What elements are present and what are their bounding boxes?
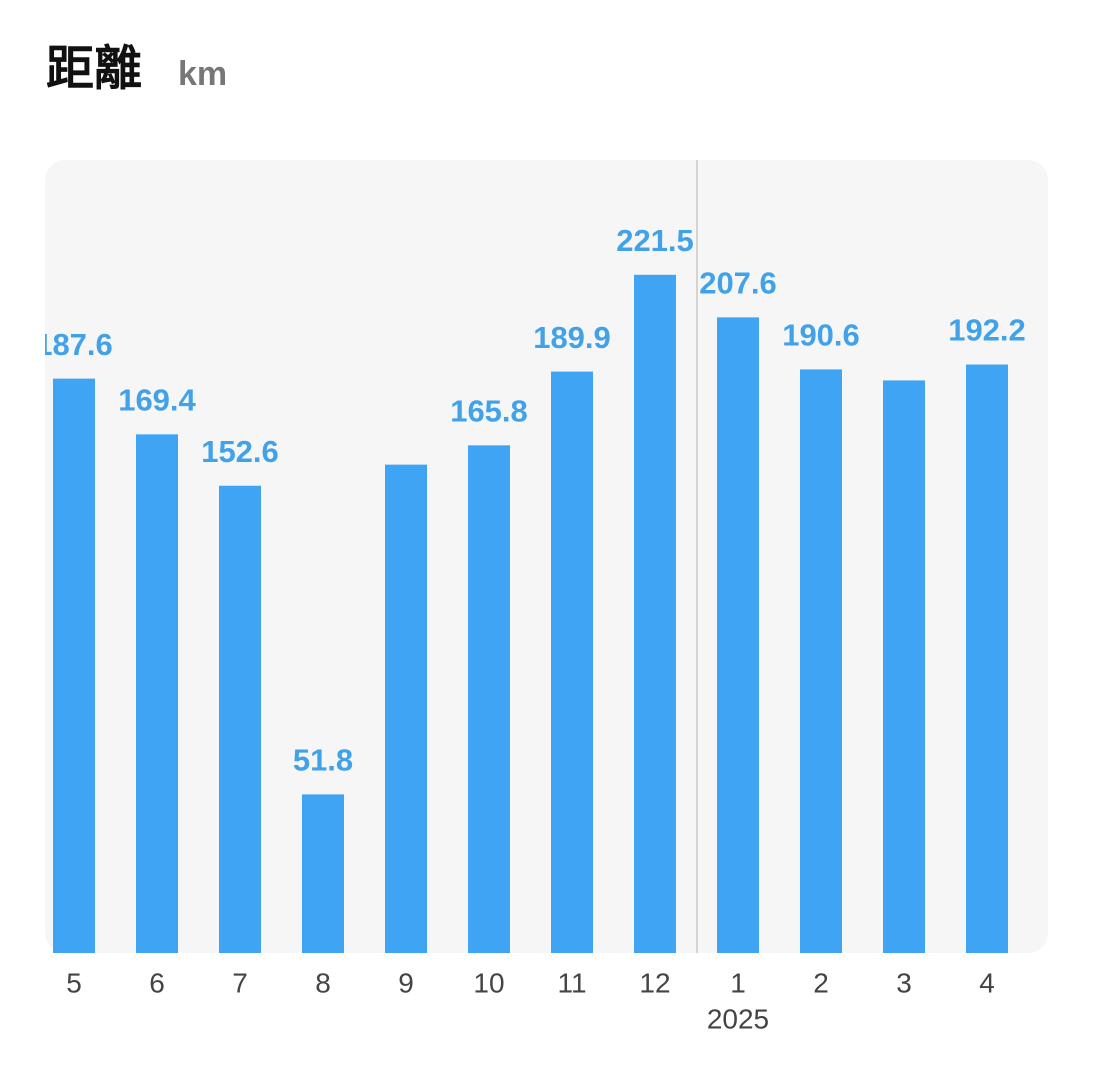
- x-tick-label: 5: [66, 967, 82, 998]
- x-tick-label: 8: [315, 967, 331, 998]
- value-label: 187.6: [35, 327, 113, 362]
- value-label: 190.6: [782, 318, 860, 353]
- x-tick-label: 7: [232, 967, 248, 998]
- value-label: 51.8: [293, 743, 353, 778]
- bar: [800, 369, 842, 953]
- bar: [717, 317, 759, 954]
- value-label: 221.5: [616, 223, 694, 258]
- bar: [53, 378, 95, 953]
- value-label: 189.9: [533, 320, 611, 355]
- x-tick-label: 12: [639, 967, 670, 998]
- bar: [302, 794, 344, 953]
- bar: [136, 434, 178, 953]
- bar: [468, 445, 510, 953]
- x-tick-label: 9: [398, 967, 414, 998]
- unit-label: km: [178, 55, 227, 93]
- bar: [966, 364, 1008, 954]
- x-tick-label: 1: [730, 967, 746, 998]
- bar: [385, 464, 427, 953]
- x-tick-label: 3: [896, 967, 912, 998]
- bar: [551, 371, 593, 953]
- value-label: 165.8: [450, 394, 528, 429]
- bar: [219, 485, 261, 953]
- bar: [883, 380, 925, 953]
- x-tick-label: 2: [813, 967, 829, 998]
- value-label: 152.6: [201, 434, 279, 469]
- x-tick-label: 11: [557, 967, 586, 998]
- bars: 187.6169.4152.651.8165.8189.9221.5207.61…: [35, 223, 1026, 954]
- chart-title: 距離: [46, 43, 142, 96]
- value-label: 169.4: [118, 383, 196, 418]
- bar: [634, 274, 676, 953]
- plot-background: [45, 160, 1048, 953]
- value-label: 192.2: [948, 313, 1026, 348]
- x-tick-label: 4: [979, 967, 995, 998]
- x-tick-label: 6: [149, 967, 165, 998]
- year-label: 2025: [707, 1003, 769, 1034]
- x-tick-label: 10: [473, 967, 504, 998]
- value-label: 207.6: [699, 266, 777, 301]
